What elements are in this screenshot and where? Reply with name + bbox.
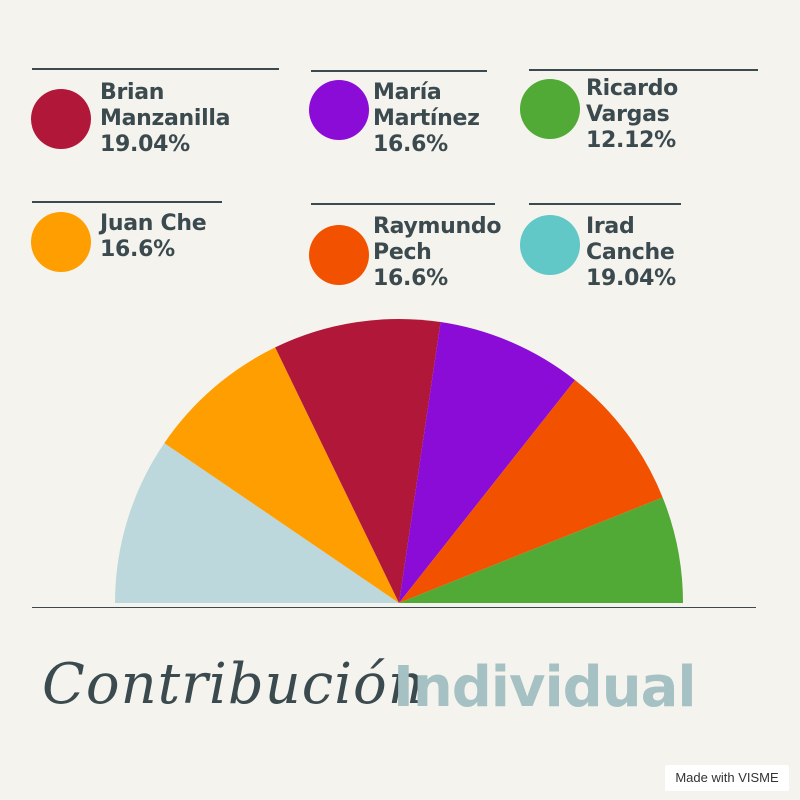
chart-baseline bbox=[32, 607, 756, 608]
pie-slice-ricardo-vargas bbox=[399, 497, 683, 603]
legend-color-dot bbox=[309, 225, 369, 285]
legend-divider bbox=[311, 70, 487, 72]
legend-label: Ricardo Vargas 12.12% bbox=[586, 76, 678, 153]
pie-slice-brian-manzanilla bbox=[275, 318, 441, 603]
made-with-visme-badge[interactable]: Made with VISME bbox=[665, 765, 789, 791]
legend-label: María Martínez 16.6% bbox=[373, 80, 480, 157]
title-individual: Individual bbox=[393, 655, 697, 720]
legend-divider bbox=[32, 201, 222, 203]
title-contribucion: Contribución bbox=[42, 652, 425, 717]
legend-divider bbox=[311, 203, 495, 205]
legend-color-dot bbox=[520, 79, 580, 139]
legend-divider bbox=[529, 69, 758, 71]
pie-slice-irad-canche bbox=[115, 443, 399, 603]
legend-color-dot bbox=[520, 215, 580, 275]
pie-slice-raymundo-pech bbox=[399, 380, 663, 603]
legend-label: Raymundo Pech 16.6% bbox=[373, 214, 502, 291]
legend-color-dot bbox=[31, 212, 91, 272]
legend-color-dot bbox=[309, 80, 369, 140]
legend-label: Irad Canche 19.04% bbox=[586, 214, 676, 291]
legend-label: Brian Manzanilla 19.04% bbox=[100, 80, 231, 157]
legend-label: Juan Che 16.6% bbox=[100, 211, 207, 262]
legend-divider bbox=[529, 203, 681, 205]
legend-color-dot bbox=[31, 89, 91, 149]
pie-slice-mar-a-mart-nez bbox=[399, 322, 576, 603]
legend-divider bbox=[32, 68, 279, 70]
pie-slice-juan-che bbox=[164, 347, 399, 603]
